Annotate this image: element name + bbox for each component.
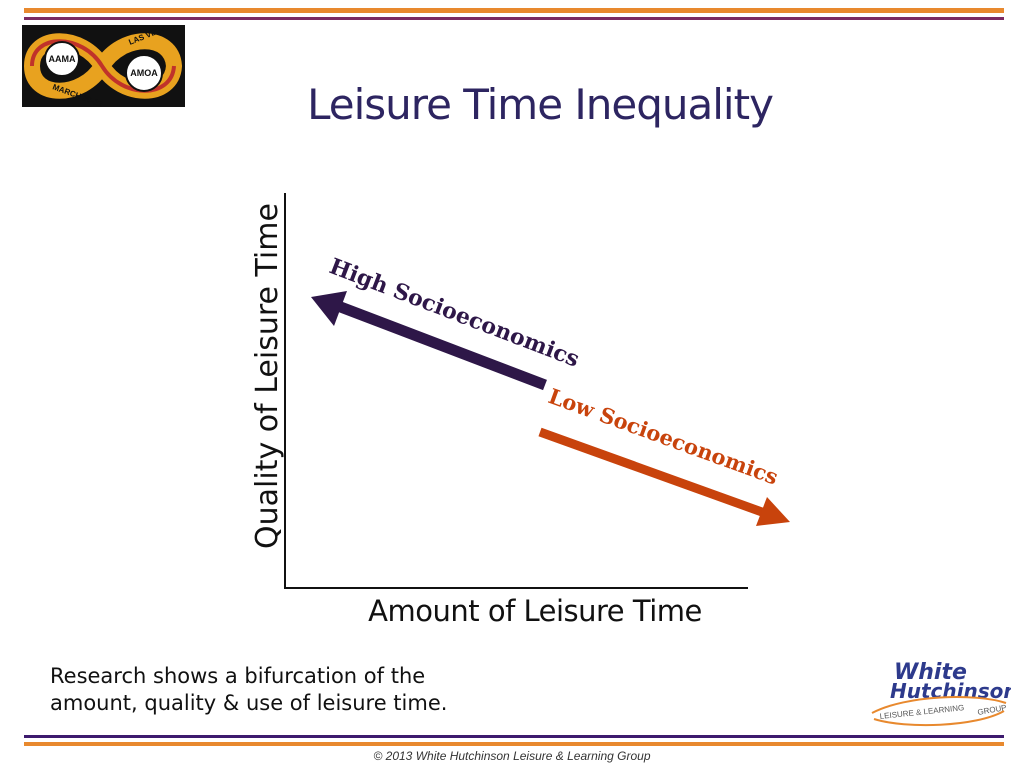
caption: Research shows a bifurcation of the amou…: [50, 663, 610, 717]
company-logo-group: GROUP: [977, 703, 1007, 717]
low-socioeconomics-arrow-shaft: [538, 427, 764, 517]
company-logo-line-1: White: [894, 660, 967, 685]
company-logo: White Hutchinson LEISURE & LEARNING GROU…: [866, 657, 1018, 735]
caption-line-2: amount, quality & use of leisure time.: [50, 691, 448, 715]
low-socioeconomics-arrowhead: [756, 497, 790, 526]
aama-badge-text: AAMA: [49, 54, 76, 64]
amoa-badge: [125, 54, 163, 92]
top-purple-rule: [24, 17, 1004, 20]
company-logo-line-2: Hutchinson: [890, 679, 1011, 703]
slide-title: Leisure Time Inequality: [307, 80, 774, 129]
aama-badge: [44, 41, 80, 77]
event-logo: AAMA AMOA LAS VEGAS, NV MARCH 20-22: [22, 25, 185, 107]
high-socioeconomics-arrow-shaft: [336, 300, 547, 391]
copyright-footer: © 2013 White Hutchinson Leisure & Learni…: [373, 749, 651, 763]
high-socioeconomics-arrowhead: [311, 291, 347, 326]
x-axis-label: Amount of Leisure Time: [368, 594, 702, 628]
caption-line-1: Research shows a bifurcation of the: [50, 664, 426, 688]
y-axis-label: Quality of Leisure Time: [250, 203, 285, 549]
top-orange-rule: [24, 8, 1004, 13]
bottom-orange-rule: [24, 742, 1004, 746]
amoa-badge-text: AMOA: [130, 68, 158, 78]
bottom-purple-rule: [24, 735, 1004, 738]
